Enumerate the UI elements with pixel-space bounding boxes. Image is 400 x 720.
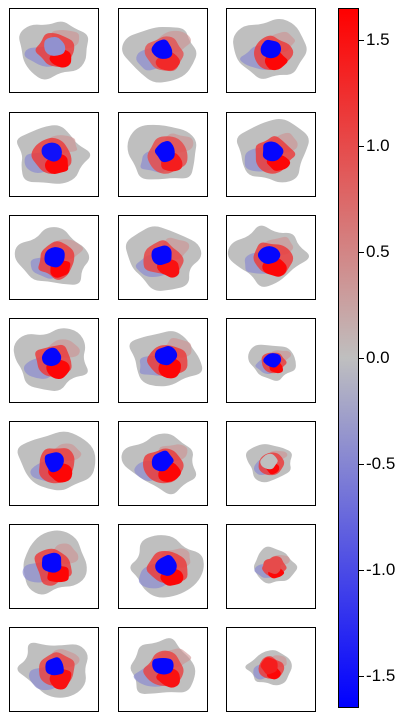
colorbar-tick-mark: [359, 39, 364, 41]
heatmap-panel-map: [129, 331, 203, 387]
core-region: [41, 347, 62, 367]
heatmap-panel-map: [17, 642, 88, 698]
core-region: [154, 141, 175, 163]
heatmap-panel-map: [127, 124, 197, 180]
colorbar-tick-label: 1.5: [366, 29, 390, 49]
heatmap-panel: [9, 524, 99, 609]
core-region: [151, 245, 172, 266]
core-region: [41, 142, 62, 162]
colorbar-tick-mark: [359, 145, 364, 147]
heatmap-panel: [9, 627, 99, 712]
colorbar-tick-mark: [359, 676, 364, 678]
colorbar-tick-label: -1.0: [366, 560, 396, 580]
heatmap-panel-map: [125, 226, 202, 291]
heatmap-panel: [226, 421, 316, 506]
heatmap-panel-map: [233, 18, 307, 79]
heatmap-panel-map: [121, 433, 197, 495]
heatmap-panel-map: [236, 119, 309, 183]
colorbar: [338, 8, 359, 708]
heatmap-panel: [118, 524, 208, 609]
core-region: [45, 657, 64, 676]
heatmap-panel-map: [245, 650, 292, 686]
core-region: [260, 39, 282, 59]
heatmap-panel: [226, 627, 316, 712]
colorbar-tick-mark: [359, 464, 364, 466]
core-region: [260, 657, 278, 675]
heatmap-panel: [118, 215, 208, 300]
core-region: [151, 450, 174, 472]
heatmap-panel-map: [253, 546, 298, 584]
heatmap-panel-map: [248, 344, 296, 381]
colorbar-tick-label: -0.5: [366, 454, 396, 474]
heatmap-panel-map: [130, 638, 196, 694]
heatmap-panel-grid: [9, 8, 316, 712]
core-region: [263, 353, 282, 368]
core-region: [263, 558, 281, 575]
colorbar-tick-label: 0.5: [366, 241, 390, 261]
colorbar-axis: 1.5 1.0 0.5 0.0 -0.5 -1.0 -1.5: [359, 8, 400, 708]
heatmap-panel: [9, 318, 99, 403]
heatmap-panel: [118, 627, 208, 712]
heatmap-panel: [9, 421, 99, 506]
heatmap-panel-map: [13, 328, 88, 391]
core-region: [44, 452, 64, 473]
colorbar-tick-mark: [359, 251, 364, 253]
colorbar-tick-label: 0.0: [366, 348, 390, 367]
colorbar-tick-mark: [359, 570, 364, 572]
core-region: [151, 39, 173, 59]
heatmap-panel: [118, 318, 208, 403]
heatmap-panel-map: [22, 530, 87, 595]
heatmap-panel-map: [14, 227, 90, 285]
heatmap-panel-map: [16, 125, 91, 184]
heatmap-panel: [118, 112, 208, 197]
heatmap-panel: [118, 8, 208, 93]
core-region: [262, 141, 284, 162]
heatmap-panel-map: [227, 225, 310, 287]
core-region: [155, 554, 177, 576]
heatmap-panel: [226, 8, 316, 93]
heatmap-panel: [226, 215, 316, 300]
colorbar-tick-label: 1.0: [366, 135, 390, 155]
core-region: [260, 453, 278, 470]
core-region: [44, 37, 66, 56]
heatmap-panel: [226, 524, 316, 609]
heatmap-panel: [9, 215, 99, 300]
core-region: [44, 247, 65, 268]
heatmap-panel: [226, 318, 316, 403]
colorbar-gradient: [339, 9, 358, 707]
heatmap-panel-map: [19, 21, 89, 80]
heatmap-panel-map: [122, 26, 197, 83]
core-region: [257, 246, 281, 264]
colorbar-tick-label: -1.5: [366, 666, 396, 686]
core-region: [154, 346, 178, 366]
heatmap-panel: [226, 112, 316, 197]
heatmap-panel: [9, 112, 99, 197]
colorbar-tick-mark: [359, 358, 364, 359]
heatmap-panel-map: [130, 535, 204, 598]
core-region: [41, 552, 62, 573]
heatmap-panel: [118, 421, 208, 506]
heatmap-panel-map: [245, 444, 292, 483]
heatmap-panel: [9, 8, 99, 93]
heatmap-panel-map: [17, 431, 96, 491]
core-region: [152, 657, 174, 675]
